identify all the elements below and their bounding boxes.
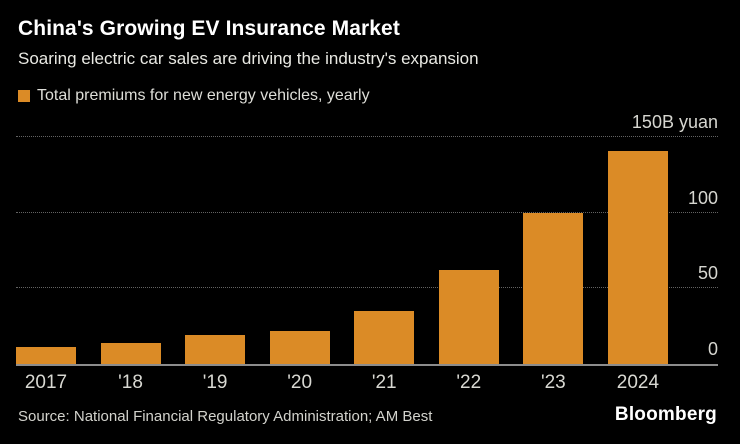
bar-20 (269, 330, 330, 364)
gridline-50 (16, 287, 718, 289)
bloomberg-logo: Bloomberg (614, 404, 717, 425)
x-tick-label-19: '19 (202, 372, 228, 393)
x-tick-label-22: '22 (456, 372, 482, 393)
x-tick-label-2017: 2017 (24, 372, 68, 393)
x-tick-label-18: '18 (118, 372, 143, 393)
bar-23 (523, 212, 584, 364)
gridline-100 (16, 211, 718, 213)
bar-21 (354, 311, 415, 364)
source-note: Source: National Financial Regulatory Ad… (18, 408, 433, 425)
x-axis-line (16, 364, 718, 366)
x-axis-labels: 2017 '18 '19 '20 '21 '22 '23 2024 (16, 372, 668, 394)
bar-chart-plot-area: 0 50 100 150B yuan (16, 113, 718, 366)
legend-label: Total premiums for new energy vehicles, … (37, 87, 370, 104)
gridline-150 (16, 136, 718, 137)
bar-22 (438, 270, 499, 364)
x-tick-label-23: '23 (540, 372, 566, 393)
bar-2024 (607, 150, 668, 364)
legend-swatch-icon (18, 90, 30, 102)
y-tick-label-150: 150B yuan (631, 112, 718, 132)
y-tick-label-0: 0 (707, 339, 718, 359)
bar-series (16, 137, 668, 364)
y-tick-label-100: 100 (687, 187, 718, 208)
x-tick-label-2024: 2024 (616, 372, 660, 393)
bar-18 (100, 342, 161, 364)
bar-2017 (16, 347, 76, 364)
x-tick-label-20: '20 (287, 372, 313, 393)
chart-subtitle: Soaring electric car sales are driving t… (18, 49, 479, 68)
chart-title: China's Growing EV Insurance Market (18, 17, 400, 40)
x-tick-label-21: '21 (371, 372, 397, 393)
legend: Total premiums for new energy vehicles, … (18, 87, 370, 105)
y-tick-label-50: 50 (697, 263, 718, 284)
bar-19 (185, 335, 246, 364)
